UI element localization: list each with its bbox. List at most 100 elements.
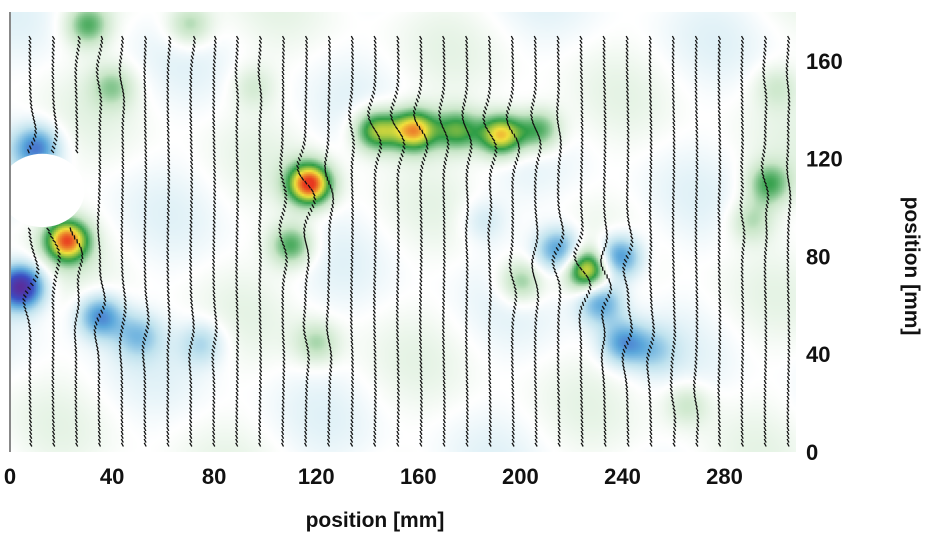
vector-arrow [534, 211, 538, 217]
vector-arrow [672, 344, 676, 349]
vector-arrow [325, 329, 329, 334]
vector-arrow [648, 43, 652, 48]
vector-arrow [77, 293, 81, 299]
vector-arrow [466, 211, 469, 217]
vector-arrow [534, 67, 538, 72]
vector-arrow [509, 250, 513, 256]
vector-arrow [672, 106, 676, 111]
vector-arrow [515, 137, 518, 142]
vector-arrow [763, 430, 767, 436]
vector-arrow [395, 329, 400, 334]
vector-arrow [350, 258, 354, 264]
vector-arrow [534, 215, 538, 220]
vector-arrow [327, 243, 331, 248]
vector-arrow [332, 196, 335, 201]
vector-arrow [188, 368, 192, 373]
vector-arrow [465, 305, 469, 310]
vector-arrow [764, 356, 768, 361]
vector-arrow [511, 419, 515, 424]
vector-arrow [305, 47, 309, 52]
vector-arrow [533, 278, 537, 283]
vector-arrow [373, 426, 377, 432]
vector-arrow [166, 231, 170, 236]
vector-arrow [717, 387, 721, 393]
vector-arrow [491, 137, 496, 142]
vector-arrow [787, 35, 791, 41]
vector-arrow [561, 227, 565, 232]
vector-arrow [762, 63, 766, 68]
vector-arrow [741, 317, 745, 322]
vector-arrow [51, 352, 55, 357]
vector-arrow [213, 43, 217, 48]
vector-arrow [51, 145, 56, 150]
vector-arrow [672, 286, 676, 291]
vector-arrow [373, 372, 377, 377]
vector-arrow [603, 336, 606, 342]
vector-arrow [189, 266, 193, 271]
vector-arrow [649, 125, 653, 131]
vector-arrow [372, 321, 377, 326]
vector-arrow [190, 172, 194, 177]
vector-arrow [282, 352, 286, 357]
vector-arrow [350, 430, 354, 436]
vector-arrow [511, 379, 515, 385]
vector-arrow [573, 258, 578, 263]
vector-arrow [603, 426, 607, 432]
vector-arrow [538, 137, 542, 142]
vector-arrow [464, 90, 468, 95]
vector-arrow [575, 243, 580, 248]
vector-arrow [259, 196, 263, 201]
vector-arrow [740, 282, 744, 287]
vector-arrow [740, 188, 745, 193]
vector-arrow [28, 235, 32, 240]
vector-arrow [585, 293, 589, 299]
vector-arrow [350, 219, 355, 224]
vector-arrow [648, 86, 652, 91]
vector-arrow [718, 289, 722, 295]
vector-arrow [465, 422, 469, 428]
vector-arrow [235, 125, 239, 131]
vector-arrow [166, 379, 170, 385]
vector-arrow [556, 35, 560, 41]
vector-arrow [327, 39, 331, 44]
vector-arrow [390, 117, 394, 123]
vector-arrow [396, 74, 400, 80]
vector-arrow [489, 196, 493, 201]
vector-arrow [331, 192, 334, 197]
vector-column [645, 35, 656, 447]
vector-arrow [533, 192, 537, 197]
vector-arrow [603, 168, 607, 174]
vector-arrow [143, 51, 147, 56]
vector-arrow [349, 321, 353, 326]
vector-arrow [189, 153, 194, 158]
vector-arrow [462, 102, 466, 107]
vector-arrow [425, 141, 429, 146]
vector-arrow [672, 407, 676, 412]
vector-arrow [396, 415, 400, 420]
vector-arrow [418, 332, 422, 338]
vector-arrow [189, 141, 193, 146]
vector-arrow [373, 422, 377, 428]
vector-arrow [258, 274, 262, 279]
vector-arrow [626, 419, 630, 424]
vector-arrow [786, 247, 790, 252]
vector-arrow [487, 336, 491, 342]
vector-arrow [511, 442, 515, 447]
vector-arrow [375, 160, 379, 166]
vector-arrow [419, 419, 423, 424]
vector-arrow [510, 332, 514, 338]
vector-arrow [717, 55, 721, 60]
vector-arrow [395, 317, 399, 322]
vector-arrow [625, 78, 629, 84]
vector-arrow [443, 129, 447, 134]
vector-arrow [235, 47, 239, 52]
vector-arrow [763, 375, 767, 381]
vector-arrow [717, 203, 721, 209]
vector-arrow [96, 348, 100, 353]
vector-arrow [258, 438, 262, 443]
vector-arrow [390, 106, 394, 111]
vector-column [621, 35, 634, 447]
vector-arrow [189, 430, 193, 436]
vector-arrow [97, 399, 101, 404]
vector-arrow [395, 321, 399, 326]
